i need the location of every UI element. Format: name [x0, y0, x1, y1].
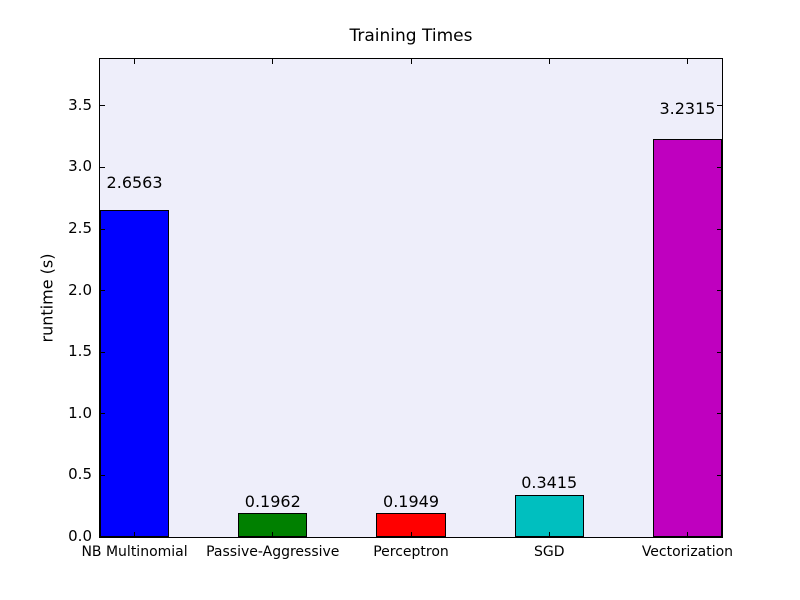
y-tick-mark — [717, 228, 722, 230]
x-tick-mark — [134, 59, 136, 64]
x-tick-label: Passive-Aggressive — [206, 544, 340, 560]
y-tick-mark — [100, 474, 105, 476]
x-tick-label: SGD — [533, 544, 565, 560]
y-tick-label: 1.0 — [68, 403, 92, 422]
x-tick-mark — [410, 532, 412, 537]
y-tick-label: 1.5 — [68, 342, 92, 361]
y-tick-mark — [100, 166, 105, 168]
y-tick-mark — [100, 536, 105, 538]
x-tick-mark — [548, 59, 550, 64]
y-tick-mark — [100, 351, 105, 353]
y-tick-mark — [717, 290, 722, 292]
x-tick-mark — [686, 59, 688, 64]
y-tick-label: 2.0 — [68, 280, 92, 299]
y-tick-mark — [717, 166, 722, 168]
x-tick-mark — [272, 59, 274, 64]
bar-sgd — [514, 494, 584, 537]
y-tick-label: 3.5 — [68, 95, 92, 114]
y-tick-mark — [717, 413, 722, 415]
bar-value-label: 2.6563 — [106, 173, 163, 193]
y-tick-label: 0.5 — [68, 465, 92, 484]
bar-value-label: 0.1949 — [383, 491, 439, 511]
bar-nb-multinomial — [100, 209, 170, 537]
x-tick-mark — [548, 532, 550, 537]
bar-value-label: 0.1962 — [244, 491, 301, 511]
x-tick-label: NB Multinomial — [81, 544, 188, 560]
x-tick-mark — [410, 59, 412, 64]
y-tick-label: 3.0 — [68, 157, 92, 176]
y-tick-mark — [100, 413, 105, 415]
x-tick-mark — [134, 532, 136, 537]
y-axis-label: runtime (s) — [37, 253, 57, 343]
y-tick-mark — [100, 290, 105, 292]
chart-title: Training Times — [349, 26, 473, 46]
x-tick-mark — [272, 532, 274, 537]
y-tick-mark — [717, 351, 722, 353]
bar-value-label: 3.2315 — [659, 99, 716, 118]
y-tick-mark — [100, 228, 105, 230]
y-tick-label: 2.5 — [68, 219, 92, 237]
y-tick-mark — [717, 536, 722, 538]
x-tick-label: Vectorization — [641, 544, 734, 560]
x-tick-mark — [686, 532, 688, 537]
y-tick-label: 0.0 — [68, 527, 92, 545]
y-tick-mark — [717, 105, 722, 107]
bar-value-label: 0.3415 — [521, 472, 578, 492]
x-tick-label: Perceptron — [373, 544, 449, 560]
plot-area: 2.6563 NB Multinomial 0.1962 Passive-Aggres… — [68, 58, 733, 560]
y-tick-mark — [717, 474, 722, 476]
y-tick-mark — [100, 105, 105, 107]
bar-vectorization — [652, 138, 722, 537]
